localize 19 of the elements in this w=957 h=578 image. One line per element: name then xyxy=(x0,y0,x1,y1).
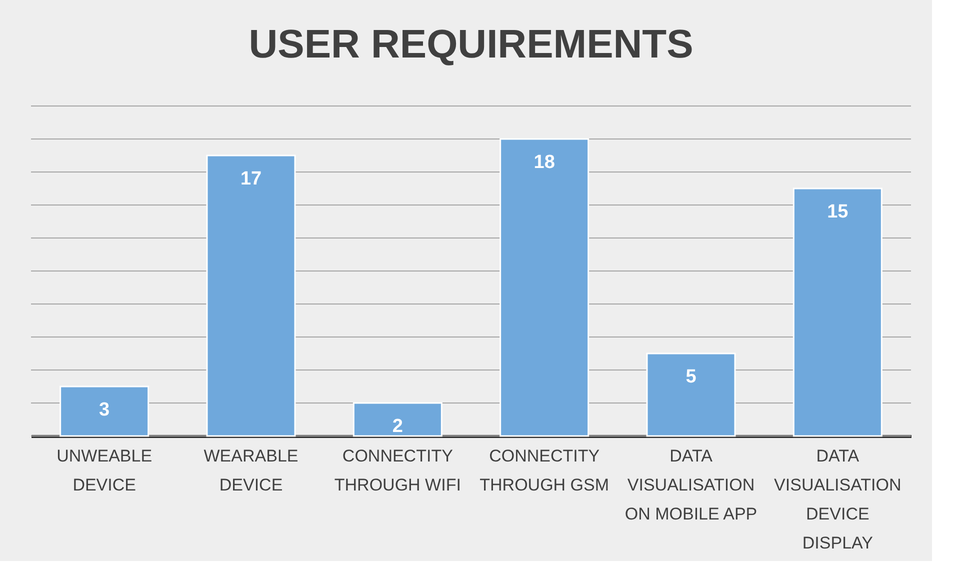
bar xyxy=(206,154,296,437)
x-tick-label: DATA VISUALISATION ON MOBILE APP xyxy=(624,446,758,524)
bar xyxy=(792,188,882,437)
data-label: 5 xyxy=(686,366,697,388)
x-tick-label: WEARABLE DEVICE xyxy=(204,446,298,494)
data-label: 3 xyxy=(99,400,110,420)
x-tick-label: DATA VISUALISATION DEVICE DISPLAY xyxy=(774,446,902,552)
chart-title: USER REQUIREMENTS xyxy=(248,22,694,66)
data-label: 15 xyxy=(827,202,849,222)
bar xyxy=(60,386,150,437)
bar xyxy=(500,138,590,437)
bar xyxy=(646,352,736,437)
data-label: 18 xyxy=(534,152,555,173)
x-tick-label: CONNECTITY THROUGH WIFI xyxy=(334,446,461,494)
x-tick-label: CONNECTITY THROUGH GSM xyxy=(480,446,610,494)
bar xyxy=(352,402,442,437)
x-tick-label: UNWEABLE DEVICE xyxy=(56,446,152,494)
data-label: 17 xyxy=(240,168,262,190)
data-label: 2 xyxy=(392,416,403,437)
